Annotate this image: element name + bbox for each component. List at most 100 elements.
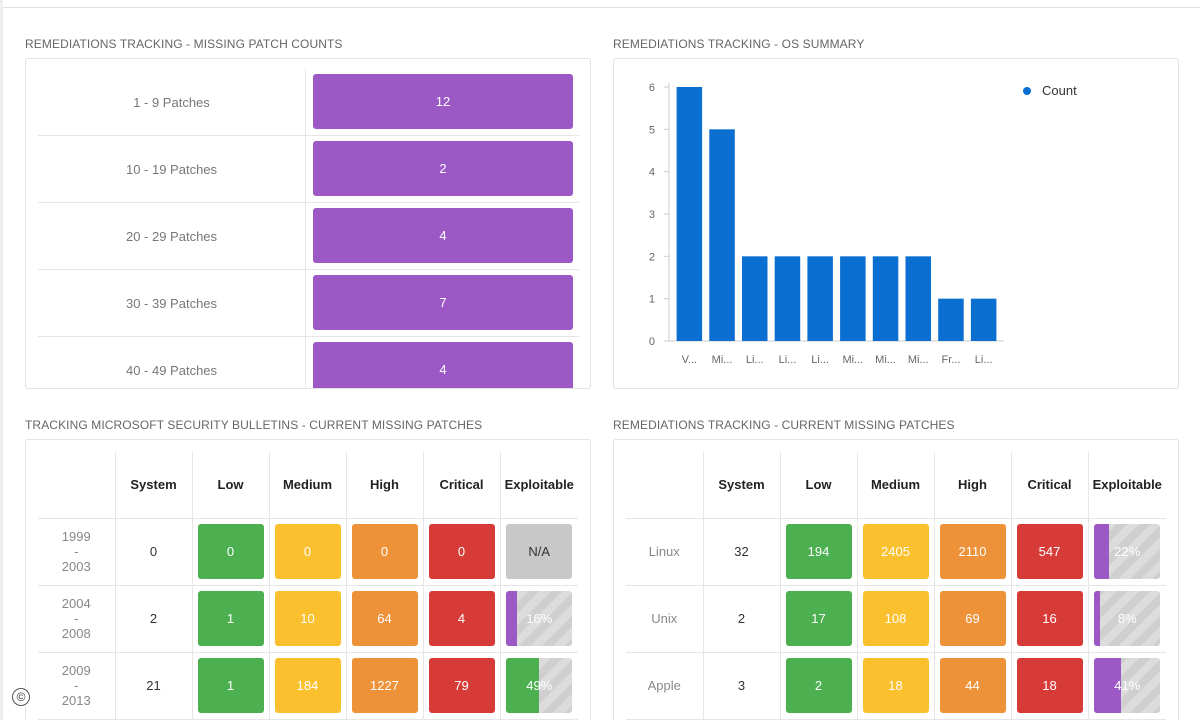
patch-count-row[interactable]: 20 - 29 Patches 4 <box>38 203 579 270</box>
critical-count[interactable]: 18 <box>1016 658 1083 713</box>
system-count: 2 <box>702 585 780 653</box>
low-count[interactable]: 0 <box>197 524 264 579</box>
exploitable-bar[interactable]: N/A <box>506 524 573 579</box>
medium-cell: 108 <box>856 585 934 653</box>
y-tick-label: 6 <box>649 82 655 94</box>
low-count[interactable]: 1 <box>197 591 264 646</box>
patch-count-row[interactable]: 10 - 19 Patches 2 <box>38 136 579 203</box>
medium-count[interactable]: 108 <box>862 591 929 646</box>
period-dash: - <box>74 611 79 626</box>
critical-cell: 16 <box>1010 585 1088 653</box>
patch-count-row[interactable]: 1 - 9 Patches 12 <box>38 69 579 136</box>
patch-count-bar[interactable]: 7 <box>313 275 573 330</box>
table-row[interactable]: 2004-2008 2 1 10 64 4 16% <box>38 585 578 653</box>
table-row[interactable]: 1999-2003 0 0 0 0 0 N/A <box>38 518 578 586</box>
low-count[interactable]: 2 <box>785 658 852 713</box>
exploitable-bar[interactable]: 16% <box>506 591 573 646</box>
critical-cell: 18 <box>1010 652 1088 720</box>
table-row[interactable]: 2009-2013 21 1 184 1227 79 49% <box>38 652 578 720</box>
low-cell: 1 <box>191 652 269 720</box>
period-start: 2009 <box>61 663 91 678</box>
low-count[interactable]: 1 <box>197 658 264 713</box>
critical-count[interactable]: 16 <box>1016 591 1083 646</box>
exploitable-cell: 41% <box>1087 652 1166 720</box>
exploitable-cell: 8% <box>1087 585 1166 653</box>
patch-count-bar[interactable]: 12 <box>313 74 573 129</box>
low-cell: 0 <box>191 518 269 586</box>
x-tick-label: Fr... <box>941 354 960 366</box>
y-tick-label: 0 <box>649 336 655 348</box>
x-tick-label: Mi... <box>842 354 863 366</box>
period-end: 2008 <box>61 626 91 641</box>
medium-count[interactable]: 10 <box>274 591 341 646</box>
exploitable-cell: 49% <box>499 652 578 720</box>
header-high: High <box>345 452 423 519</box>
patch-range-label: 30 - 39 Patches <box>38 270 306 337</box>
low-count[interactable]: 17 <box>785 591 852 646</box>
os-bar[interactable] <box>807 256 833 341</box>
critical-count[interactable]: 79 <box>428 658 495 713</box>
critical-count[interactable]: 547 <box>1016 524 1083 579</box>
os-bar[interactable] <box>938 298 964 341</box>
x-tick-label: Mi... <box>712 354 733 366</box>
x-tick-label: Li... <box>779 354 797 366</box>
low-count[interactable]: 194 <box>785 524 852 579</box>
chart-legend[interactable]: Count <box>1023 83 1077 98</box>
y-tick-label: 4 <box>649 167 655 179</box>
patch-count-row[interactable]: 30 - 39 Patches 7 <box>38 270 579 337</box>
os-bar[interactable] <box>774 256 801 341</box>
top-divider <box>0 7 1200 8</box>
medium-count[interactable]: 2405 <box>862 524 929 579</box>
exploitable-bar[interactable]: 8% <box>1094 591 1161 646</box>
table-row[interactable]: Unix 2 17 108 69 16 8% <box>626 585 1166 653</box>
exploitable-bar[interactable]: 41% <box>1094 658 1161 713</box>
exploitable-bar[interactable]: 22% <box>1094 524 1161 579</box>
patch-counts-panel: 1 - 9 Patches 12 10 - 19 Patches 2 20 - … <box>25 58 591 389</box>
os-bar[interactable] <box>840 256 866 341</box>
medium-cell: 2405 <box>856 518 934 586</box>
os-bar[interactable] <box>905 256 932 341</box>
exploitable-fill <box>1094 591 1100 646</box>
os-summary-title: REMEDIATIONS TRACKING - OS SUMMARY <box>613 37 865 51</box>
exploitable-cell: N/A <box>499 518 578 586</box>
period-cell: 2009-2013 <box>38 652 115 720</box>
high-count[interactable]: 2110 <box>939 524 1006 579</box>
exploitable-bar[interactable]: 49% <box>506 658 573 713</box>
os-bar[interactable] <box>741 256 768 341</box>
os-bar[interactable] <box>676 87 703 341</box>
exploitable-value: 8% <box>1117 611 1137 626</box>
system-count: 3 <box>702 652 780 720</box>
x-tick-label: Li... <box>811 354 829 366</box>
header-exploitable: Exploitable <box>499 452 578 519</box>
patch-count-bar[interactable]: 4 <box>313 342 573 388</box>
critical-count[interactable]: 4 <box>428 591 495 646</box>
medium-count[interactable]: 0 <box>274 524 341 579</box>
high-count[interactable]: 1227 <box>351 658 418 713</box>
os-bar[interactable] <box>872 256 899 341</box>
critical-count[interactable]: 0 <box>428 524 495 579</box>
high-count[interactable]: 44 <box>939 658 1006 713</box>
legend-label: Count <box>1042 83 1077 98</box>
current-missing-table: System Low Medium High Critical Exploita… <box>626 452 1166 720</box>
patch-count-bar[interactable]: 4 <box>313 208 573 263</box>
high-count[interactable]: 69 <box>939 591 1006 646</box>
medium-count[interactable]: 18 <box>862 658 929 713</box>
high-cell: 69 <box>933 585 1011 653</box>
high-count[interactable]: 0 <box>351 524 418 579</box>
patch-count-bar[interactable]: 2 <box>313 141 573 196</box>
sidebar-edge <box>0 0 3 720</box>
header-system: System <box>114 452 192 519</box>
legend-dot-icon <box>1023 86 1031 95</box>
os-bar[interactable] <box>970 298 997 341</box>
os-bar[interactable] <box>709 129 735 341</box>
medium-cell: 18 <box>856 652 934 720</box>
low-cell: 1 <box>191 585 269 653</box>
high-cell: 0 <box>345 518 423 586</box>
y-tick-label: 3 <box>649 209 655 221</box>
table-row[interactable]: Linux 32 194 2405 2110 547 22% <box>626 518 1166 586</box>
patch-count-row[interactable]: 40 - 49 Patches 4 <box>38 337 579 388</box>
high-count[interactable]: 64 <box>351 591 418 646</box>
exploitable-fill <box>506 524 573 579</box>
medium-count[interactable]: 184 <box>274 658 341 713</box>
table-row[interactable]: Apple 3 2 18 44 18 41% <box>626 652 1166 720</box>
